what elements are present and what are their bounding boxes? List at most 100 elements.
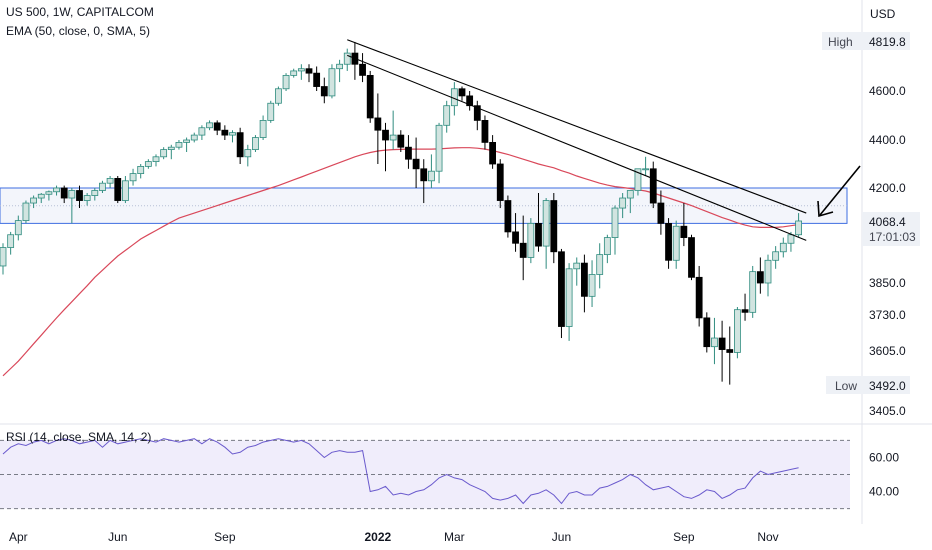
- candle-body: [558, 251, 565, 327]
- candle-body: [236, 132, 244, 158]
- rsi-label: RSI (14, close, SMA, 14, 2): [6, 430, 152, 444]
- candle-body: [259, 120, 267, 138]
- candle-body: [573, 262, 581, 270]
- trendline-1: [347, 39, 807, 214]
- candle-body: [749, 271, 757, 313]
- candle: [68, 188, 76, 224]
- candle: [30, 195, 38, 209]
- candle: [167, 144, 175, 160]
- high-tag-value: 4819.8: [869, 35, 906, 49]
- candle-body: [657, 202, 665, 224]
- candle: [405, 135, 412, 169]
- candle: [282, 73, 290, 91]
- time-tick-label: Jun: [552, 530, 571, 544]
- candle-body: [366, 74, 374, 119]
- candle-body: [14, 220, 22, 236]
- candle-body: [137, 165, 145, 174]
- candle: [22, 200, 30, 224]
- candle-body: [359, 63, 366, 76]
- candle-body: [175, 141, 183, 148]
- candle-body: [581, 262, 588, 297]
- candle-body: [374, 117, 382, 131]
- candle: [160, 147, 168, 160]
- high-tag-bg: [822, 32, 910, 50]
- candle-body: [76, 190, 83, 201]
- candle: [496, 159, 504, 209]
- candle-body: [443, 105, 451, 126]
- candle-body: [603, 237, 611, 256]
- candle-body: [320, 86, 328, 97]
- candle: [649, 161, 657, 209]
- candle-body: [45, 191, 53, 195]
- candle-body: [99, 182, 106, 191]
- candle: [512, 213, 519, 252]
- candle-body: [695, 276, 703, 319]
- candle: [412, 137, 420, 188]
- candle-body: [114, 177, 122, 201]
- candle-body: [60, 187, 68, 199]
- candle: [91, 188, 99, 201]
- candle-body: [596, 254, 604, 275]
- candle: [711, 317, 718, 365]
- candle: [7, 231, 15, 255]
- candle: [504, 195, 512, 238]
- candle-body: [519, 242, 527, 258]
- candle: [741, 293, 749, 321]
- last-price-value: 4068.4: [869, 215, 906, 229]
- candle-body: [496, 163, 504, 201]
- candle: [756, 257, 764, 294]
- candle-body: [420, 168, 428, 182]
- candle-body: [91, 190, 99, 196]
- candle: [259, 115, 267, 140]
- candle-body: [129, 173, 137, 182]
- candle-body: [711, 337, 718, 348]
- candle-body: [550, 200, 558, 253]
- high-tag-label: High: [828, 35, 853, 49]
- candle-body: [22, 202, 30, 221]
- candle: [420, 159, 428, 204]
- candle: [642, 156, 649, 176]
- candle-body: [734, 309, 741, 353]
- candle: [427, 154, 435, 188]
- candle: [481, 115, 489, 150]
- candle: [60, 185, 68, 204]
- candle-body: [282, 74, 290, 90]
- candle: [527, 218, 535, 264]
- candle: [14, 215, 22, 241]
- candle-body: [274, 88, 282, 104]
- candle: [688, 234, 695, 281]
- candle-body: [703, 317, 711, 348]
- candle: [366, 70, 374, 123]
- candle: [144, 159, 152, 169]
- candle-body: [183, 139, 191, 143]
- candle-body: [672, 225, 680, 261]
- candle: [657, 190, 665, 235]
- candle-body: [473, 105, 481, 121]
- candle-body: [588, 274, 596, 297]
- candle: [351, 41, 359, 80]
- candle: [320, 77, 328, 104]
- candle-body: [680, 225, 688, 238]
- candle-body: [198, 127, 206, 136]
- candle-body: [642, 168, 649, 171]
- candle: [374, 93, 382, 164]
- candle-body: [405, 146, 412, 160]
- time-tick-label: Jun: [108, 530, 127, 544]
- candle: [397, 130, 405, 152]
- candle-body: [688, 237, 695, 278]
- candle: [772, 246, 780, 269]
- candle: [99, 180, 106, 194]
- candle: [343, 48, 351, 71]
- price-tick-label: 4600.0: [869, 84, 906, 98]
- time-tick-label: Apr: [9, 530, 28, 544]
- candle-body: [535, 222, 542, 247]
- candle-body: [634, 168, 642, 191]
- candle-body: [397, 134, 405, 148]
- candle-body: [152, 156, 160, 163]
- candle: [795, 213, 802, 238]
- candle-body: [466, 95, 474, 107]
- candle: [611, 205, 619, 255]
- candle-body: [412, 158, 420, 170]
- candle-body: [565, 268, 573, 327]
